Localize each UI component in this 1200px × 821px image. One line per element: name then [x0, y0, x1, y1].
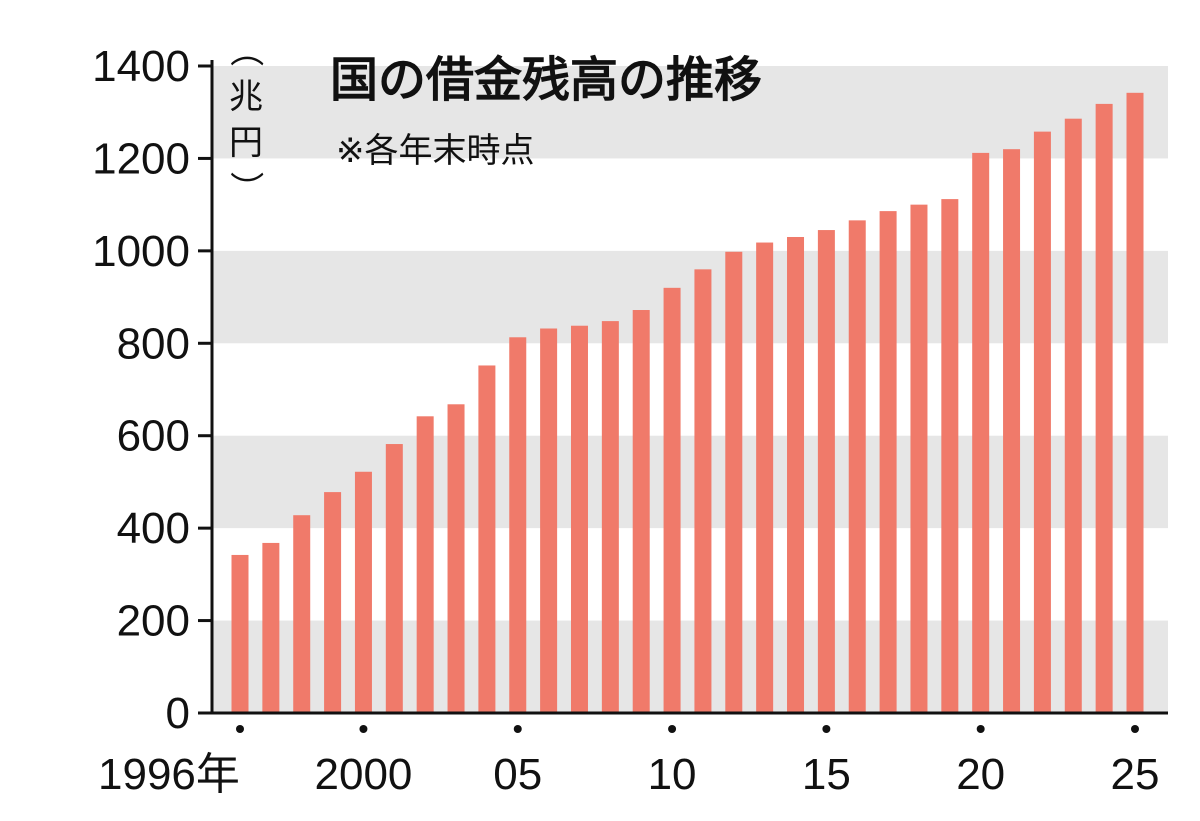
bar — [416, 416, 434, 713]
y-tick-label: 1200 — [92, 134, 190, 183]
y-tick-label: 600 — [117, 412, 190, 461]
bar — [447, 404, 465, 713]
x-tick-label: 2000 — [315, 750, 413, 799]
x-tick-dot — [236, 725, 244, 733]
bar — [385, 444, 403, 713]
y-tick-label: 1000 — [92, 227, 190, 276]
grid-band — [212, 250, 1168, 344]
x-tick-label: 25 — [1111, 750, 1160, 799]
bar — [694, 269, 712, 713]
unit-label-char: （ — [225, 33, 265, 67]
x-tick-dot — [668, 725, 677, 733]
bar — [787, 236, 805, 713]
y-tick-label: 800 — [117, 319, 190, 368]
bar — [817, 230, 835, 713]
bar — [879, 211, 897, 713]
bar — [262, 542, 280, 713]
grid-band — [212, 66, 1168, 159]
unit-label-char: 兆 — [229, 77, 263, 117]
bar — [540, 328, 558, 713]
x-tick-dot — [1131, 725, 1139, 733]
x-tick-dot — [359, 725, 368, 733]
bar — [324, 492, 342, 713]
bar — [478, 365, 496, 713]
bar — [1095, 103, 1113, 714]
y-tick-label: 400 — [117, 504, 190, 553]
bar — [293, 515, 311, 713]
y-tick-label: 1400 — [92, 42, 190, 91]
bar — [1126, 92, 1144, 714]
bar — [663, 287, 681, 713]
x-tick-dot — [976, 725, 985, 733]
y-axis-unit-label: （ 兆円 ） — [225, 33, 265, 205]
bar — [231, 554, 249, 713]
x-tick-dot — [513, 725, 522, 733]
bar — [910, 204, 928, 713]
unit-label-char: 円 — [229, 123, 263, 163]
bar — [941, 199, 959, 713]
unit-label-char: ） — [225, 171, 265, 205]
bar — [509, 337, 527, 713]
x-tick-label: 20 — [956, 750, 1005, 799]
bar — [601, 321, 619, 713]
bar — [1003, 149, 1021, 713]
bar — [972, 152, 990, 713]
y-tick-label: 0 — [166, 689, 190, 738]
chart-title: 国の借金残高の推移 — [330, 52, 762, 108]
y-axis-ticks: 0 200 400 600 800 1000 1200 1400 — [92, 42, 212, 738]
x-tick-label: 10 — [648, 750, 697, 799]
x-tick-label: 15 — [802, 750, 851, 799]
bar — [354, 471, 372, 713]
bar — [848, 220, 866, 713]
x-tick-dot — [822, 725, 831, 733]
x-tick-label: 1996年 — [98, 750, 240, 799]
x-tick-label: 05 — [493, 750, 542, 799]
chart-subtitle: ※各年末時点 — [336, 131, 535, 171]
bar — [632, 310, 650, 713]
bar — [1064, 118, 1082, 714]
bar — [725, 251, 743, 713]
bars-group — [231, 92, 1144, 714]
bar — [570, 325, 588, 713]
bar — [756, 242, 774, 713]
bar — [1033, 131, 1051, 714]
y-tick-label: 200 — [117, 597, 190, 646]
x-axis-ticks: 1996年 2000 05 10 15 20 25 — [98, 725, 1159, 799]
